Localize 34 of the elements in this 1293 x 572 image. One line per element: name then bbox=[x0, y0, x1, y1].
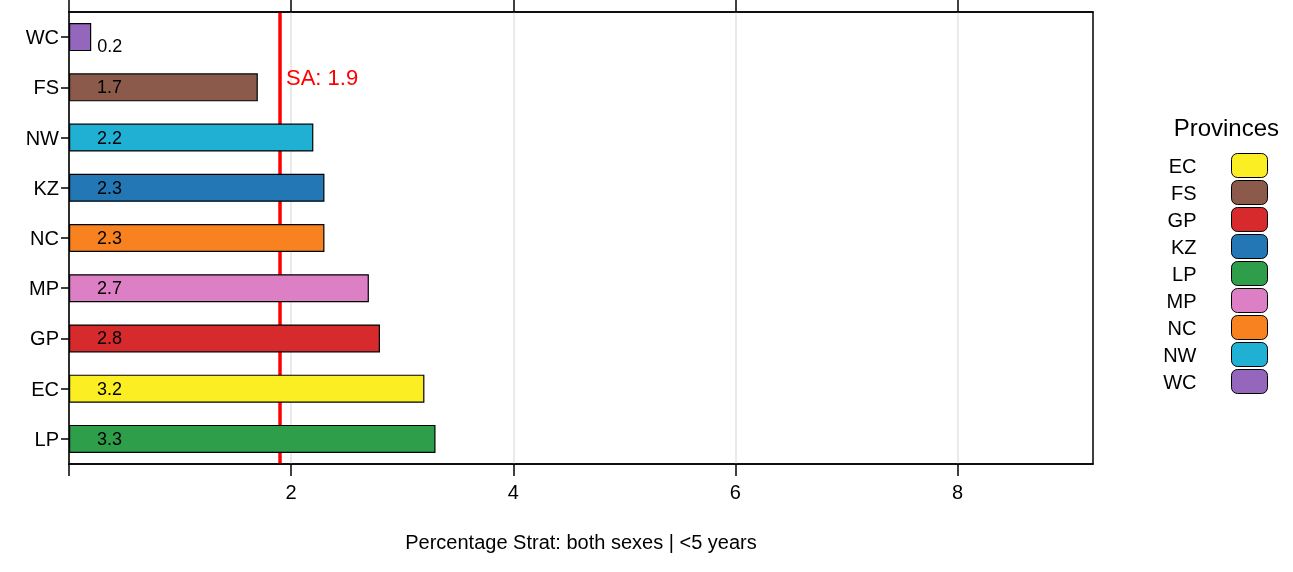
x-tick-label: 6 bbox=[729, 481, 741, 503]
data-label: 2.2 bbox=[97, 127, 123, 148]
ref-line-label: SA: 1.9 bbox=[286, 64, 359, 90]
legend-label: NW bbox=[1163, 343, 1197, 366]
data-label: 1.7 bbox=[97, 77, 123, 98]
legend-label: GP bbox=[1167, 208, 1197, 231]
x-tick-label: 2 bbox=[285, 481, 297, 503]
y-tick-label: GP bbox=[30, 327, 59, 350]
data-label: 2.3 bbox=[97, 177, 123, 198]
data-label: 0.2 bbox=[97, 36, 123, 57]
y-tick-label: FS bbox=[33, 76, 59, 99]
data-label: 2.3 bbox=[97, 228, 123, 248]
legend-label: WC bbox=[1163, 370, 1197, 393]
legend-label: FS bbox=[1170, 181, 1197, 204]
x-tick-label: 8 bbox=[951, 481, 964, 503]
y-tick-label: MP bbox=[29, 277, 59, 300]
legend-label: MP bbox=[1166, 289, 1197, 312]
legend-label: EC bbox=[1168, 154, 1197, 177]
x-axis-title: Percentage Strat: both sexes | <5 years bbox=[405, 531, 757, 553]
legend-label: KZ bbox=[1170, 235, 1197, 258]
legend-label: LP bbox=[1172, 262, 1197, 285]
y-tick-label: LP bbox=[34, 427, 59, 450]
data-label: 2.8 bbox=[97, 328, 123, 349]
x-tick-label: 4 bbox=[507, 481, 519, 503]
y-tick-label: KZ bbox=[33, 176, 59, 199]
data-label: 3.3 bbox=[97, 428, 123, 449]
y-tick-label: WC bbox=[25, 26, 59, 49]
y-tick-label: NC bbox=[30, 227, 59, 249]
y-tick-label: EC bbox=[31, 377, 59, 400]
legend-label: NC bbox=[1167, 316, 1197, 339]
y-tick-label: NW bbox=[25, 126, 60, 149]
data-label: 2.7 bbox=[97, 278, 123, 299]
data-label: 3.2 bbox=[97, 378, 123, 399]
legend-title: Provinces bbox=[1173, 113, 1279, 141]
